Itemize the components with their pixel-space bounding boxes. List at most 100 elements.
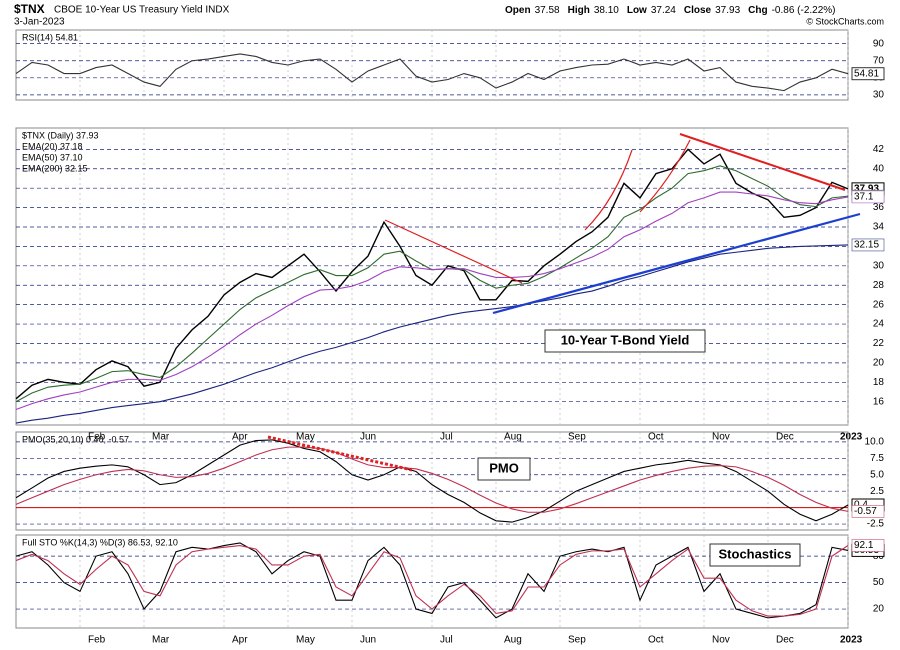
y-tick-label: 30 bbox=[873, 90, 885, 101]
annotation-box bbox=[544, 329, 706, 353]
series-line bbox=[15, 191, 849, 410]
series-line bbox=[15, 545, 849, 617]
x-tick-label: May bbox=[296, 432, 315, 443]
end-value-label: 32.15 bbox=[854, 240, 879, 251]
y-tick-label: 16 bbox=[873, 396, 885, 407]
y-tick-label: 90 bbox=[873, 38, 885, 49]
legend-entry: EMA(200) 32.15 bbox=[22, 163, 88, 173]
ticker: $TNX bbox=[14, 2, 45, 16]
quote-value: 38.10 bbox=[594, 5, 619, 16]
x-tick-label: Jul bbox=[440, 432, 453, 443]
legend-entry: PMO(35,20,10) 0.40, -0.57 bbox=[22, 434, 129, 444]
x-tick-label: Jun bbox=[360, 432, 376, 443]
y-tick-label: 22 bbox=[873, 338, 885, 349]
trend-line bbox=[492, 212, 861, 315]
series-line bbox=[15, 542, 849, 619]
legend-entry: $TNX (Daily) 37.93 bbox=[22, 130, 99, 140]
quote-value: 37.93 bbox=[715, 5, 740, 16]
y-tick-label: 30 bbox=[873, 260, 885, 271]
y-tick-label: 26 bbox=[873, 299, 885, 310]
copyright: © StockCharts.com bbox=[806, 16, 884, 26]
trend-line bbox=[679, 133, 846, 191]
x-tick-label: Aug bbox=[504, 432, 522, 443]
trend-line bbox=[639, 139, 691, 213]
quote: Open 37.58 High 38.10 Low 37.24 Close 37.93 Chg -… bbox=[505, 5, 836, 16]
legend-entry: EMA(50) 37.10 bbox=[22, 152, 83, 162]
x-tick-label: 2023 bbox=[840, 635, 863, 646]
y-tick-label: 50 bbox=[873, 577, 885, 588]
x-tick-label: Mar bbox=[152, 635, 170, 646]
x-tick-label: Nov bbox=[712, 635, 730, 646]
x-tick-label: Jun bbox=[360, 635, 376, 646]
y-tick-label: 7.5 bbox=[870, 453, 884, 464]
x-tick-label: Apr bbox=[232, 432, 248, 443]
annotation-box bbox=[477, 457, 531, 481]
y-tick-label: 70 bbox=[873, 55, 885, 66]
annotation: PMO bbox=[489, 460, 519, 475]
end-value-box bbox=[851, 67, 885, 81]
series-line bbox=[15, 439, 849, 523]
x-tick-label: Feb bbox=[88, 432, 106, 443]
x-tick-label: Jul bbox=[440, 635, 453, 646]
series-line bbox=[15, 244, 849, 424]
y-tick-label: 24 bbox=[873, 319, 885, 330]
trend-line bbox=[384, 219, 523, 284]
x-tick-label: Apr bbox=[232, 635, 248, 646]
series-line bbox=[15, 148, 849, 400]
end-value-box bbox=[851, 190, 885, 204]
quote-label: Close bbox=[684, 5, 712, 16]
date: 3-Jan-2023 bbox=[14, 17, 65, 28]
end-value-label: 37.93 bbox=[854, 183, 879, 194]
annotation: Stochastics bbox=[719, 546, 792, 561]
trend-line bbox=[584, 149, 633, 231]
y-tick-label: 10.0 bbox=[865, 437, 885, 448]
annotation-box bbox=[709, 543, 801, 567]
annotation: 10-Year T-Bond Yield bbox=[561, 332, 690, 347]
end-value-box bbox=[851, 238, 885, 252]
trend-lines bbox=[267, 133, 861, 472]
y-tick-label: 18 bbox=[873, 377, 885, 388]
x-tick-label: Sep bbox=[568, 432, 586, 443]
y-tick-label: -2.5 bbox=[867, 519, 885, 530]
x-tick-label: May bbox=[296, 635, 315, 646]
legend-entry: EMA(20) 37.18 bbox=[22, 141, 83, 151]
legend-entry: RSI(14) 54.81 bbox=[22, 32, 78, 42]
end-value-label: 92.1 bbox=[854, 540, 874, 551]
y-tick-label: 36 bbox=[873, 202, 885, 213]
y-tick-label: 34 bbox=[873, 222, 885, 233]
x-tick-label: 2023 bbox=[840, 432, 863, 443]
x-tick-label: Oct bbox=[648, 432, 664, 443]
y-tick-label: 20 bbox=[873, 604, 885, 615]
y-tick-label: 20 bbox=[873, 358, 885, 369]
quote-label: Open bbox=[505, 5, 531, 16]
legend-entry: Full STO %K(14,3) %D(3) 86.53, 92.10 bbox=[22, 537, 178, 547]
x-tick-label: Mar bbox=[152, 432, 170, 443]
quote-value: -0.86 (-2.22%) bbox=[772, 5, 836, 16]
quote-value: 37.58 bbox=[535, 5, 560, 16]
x-tick-label: Dec bbox=[776, 635, 794, 646]
instrument-name: CBOE 10-Year US Treasury Yield INDX bbox=[54, 5, 230, 16]
x-tick-label: Sep bbox=[568, 635, 586, 646]
end-value-label: -0.57 bbox=[854, 506, 877, 517]
quote-label: Low bbox=[627, 5, 647, 16]
quote-label: Chg bbox=[748, 5, 767, 16]
end-value-label: 37.1 bbox=[854, 192, 874, 203]
end-value-box bbox=[851, 505, 885, 518]
end-value-label: 54.81 bbox=[854, 68, 879, 79]
end-value-box bbox=[851, 539, 885, 552]
y-tick-label: 28 bbox=[873, 280, 885, 291]
series-line bbox=[15, 53, 849, 92]
x-tick-label: Dec bbox=[776, 432, 794, 443]
y-tick-label: 2.5 bbox=[870, 486, 884, 497]
y-tick-label: 42 bbox=[873, 144, 885, 155]
x-tick-label: Feb bbox=[88, 635, 106, 646]
series-line bbox=[15, 446, 849, 513]
x-tick-label: Aug bbox=[504, 635, 522, 646]
y-tick-label: 5.0 bbox=[870, 469, 884, 480]
x-tick-label: Nov bbox=[712, 432, 730, 443]
quote-value: 37.24 bbox=[651, 5, 676, 16]
quote-label: High bbox=[568, 5, 590, 16]
x-tick-label: Oct bbox=[648, 635, 664, 646]
